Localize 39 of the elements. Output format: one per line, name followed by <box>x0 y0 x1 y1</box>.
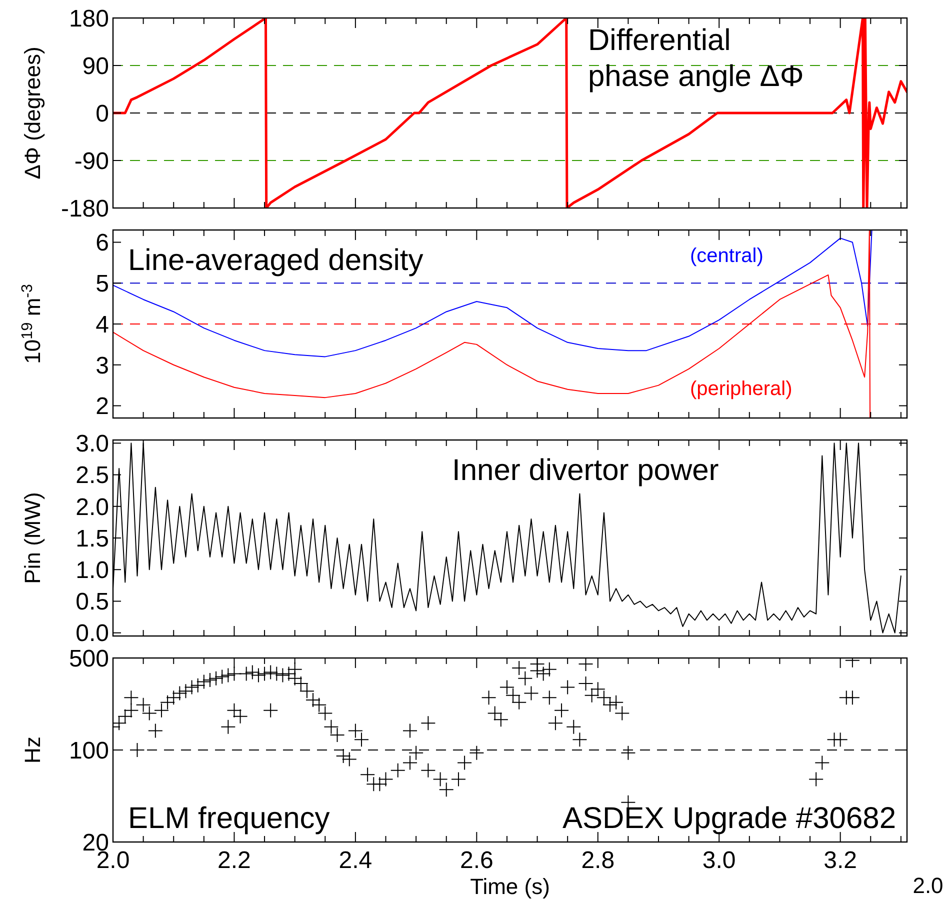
y-axis-title: ΔΦ (degrees) <box>20 46 45 180</box>
y-tick-label: 0.5 <box>76 588 109 616</box>
y-tick-label: 0.0 <box>76 620 109 648</box>
y-tick-label: 4 <box>96 311 109 338</box>
y-tick-label: 3.0 <box>76 430 109 458</box>
y-tick-label: 1.5 <box>76 525 109 552</box>
annotation: ASDEX Upgrade #30682 <box>562 802 896 835</box>
y-tick-label: 2.5 <box>76 462 109 490</box>
x-axis-title: Time (s) <box>470 874 550 899</box>
x-tick-label: 2.8 <box>581 847 615 874</box>
y-tick-label: 0 <box>96 100 109 128</box>
y-tick-label: -180 <box>60 195 109 222</box>
y-tick-label: 2.0 <box>76 494 109 521</box>
text: 2.0 <box>912 873 944 898</box>
y-tick-label: 180 <box>68 5 109 32</box>
series-label: (peripheral) <box>690 378 792 400</box>
y-tick-label: 1.0 <box>76 557 109 584</box>
y-axis-title: Pin (MW) <box>20 492 45 584</box>
x-tick-label: 2.6 <box>460 847 494 874</box>
x-tick-label: 3.0 <box>702 847 736 874</box>
y-tick-label: 500 <box>68 645 109 672</box>
y-tick-label: 5 <box>96 270 109 298</box>
x-tick-label: 3.2 <box>824 847 858 874</box>
annotation: Inner divertor power <box>452 454 719 487</box>
annotation: Differential phase angle ΔΦ <box>588 24 804 93</box>
annotation: ELM frequency <box>128 802 330 835</box>
y-tick-label: 90 <box>82 52 109 80</box>
annotation: Line-averaged density <box>128 244 424 277</box>
y-tick-label: -90 <box>74 148 109 175</box>
y-axis-title: Hz <box>20 736 45 764</box>
x-tick-label: 2.2 <box>218 847 251 874</box>
line-series <box>113 230 872 358</box>
series-label: (central) <box>690 245 764 267</box>
y-tick-label: 100 <box>68 737 109 764</box>
line-series <box>113 18 907 208</box>
y-tick-label: 6 <box>96 230 109 257</box>
x-tick-label: 2.4 <box>338 847 372 874</box>
y-tick-label: 2 <box>96 393 109 420</box>
y-tick-label: 3 <box>96 352 109 380</box>
